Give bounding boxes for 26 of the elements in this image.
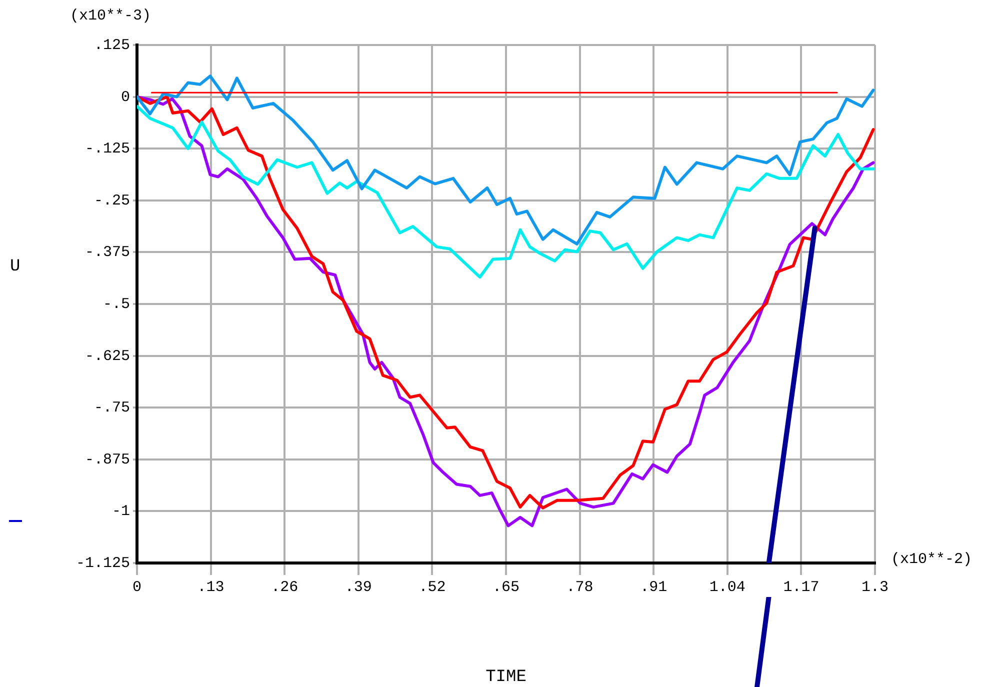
x-tick-label: .91	[640, 578, 668, 596]
x-tick-label: .78	[566, 578, 594, 596]
x-tick-label: .39	[344, 578, 372, 596]
y-tick-label: .125	[94, 36, 130, 54]
y-tick-label: -1.125	[76, 554, 130, 572]
x-tick-label: .65	[492, 578, 520, 596]
text: (x10**-3)	[70, 7, 152, 24]
y-tick-label: 0	[120, 88, 130, 106]
x-axis-title: TIME	[486, 668, 526, 687]
x-tick-label: 1.17	[783, 578, 820, 596]
y-tick-label: -.5	[102, 296, 130, 313]
x-tick-label: 1.3	[861, 578, 889, 596]
text: (x10**-2)	[891, 550, 972, 568]
y-tick-label: -.25	[94, 192, 130, 210]
x-tick-label: 0	[132, 578, 142, 596]
y-tick-label: -.375	[84, 244, 130, 262]
y-axis-title: U	[10, 258, 20, 276]
y-tick-label: -.125	[84, 140, 130, 158]
y-tick-label: -.75	[94, 400, 130, 417]
y-tick-label: -1	[112, 503, 130, 520]
y-tick-label: -.875	[84, 451, 130, 468]
y-tick-label: -.625	[84, 348, 130, 365]
x-tick-label: .52	[418, 578, 446, 596]
x-tick-label: 1.04	[709, 578, 746, 596]
x-tick-label: .26	[271, 578, 298, 596]
x-tick-label: .13	[197, 578, 224, 596]
